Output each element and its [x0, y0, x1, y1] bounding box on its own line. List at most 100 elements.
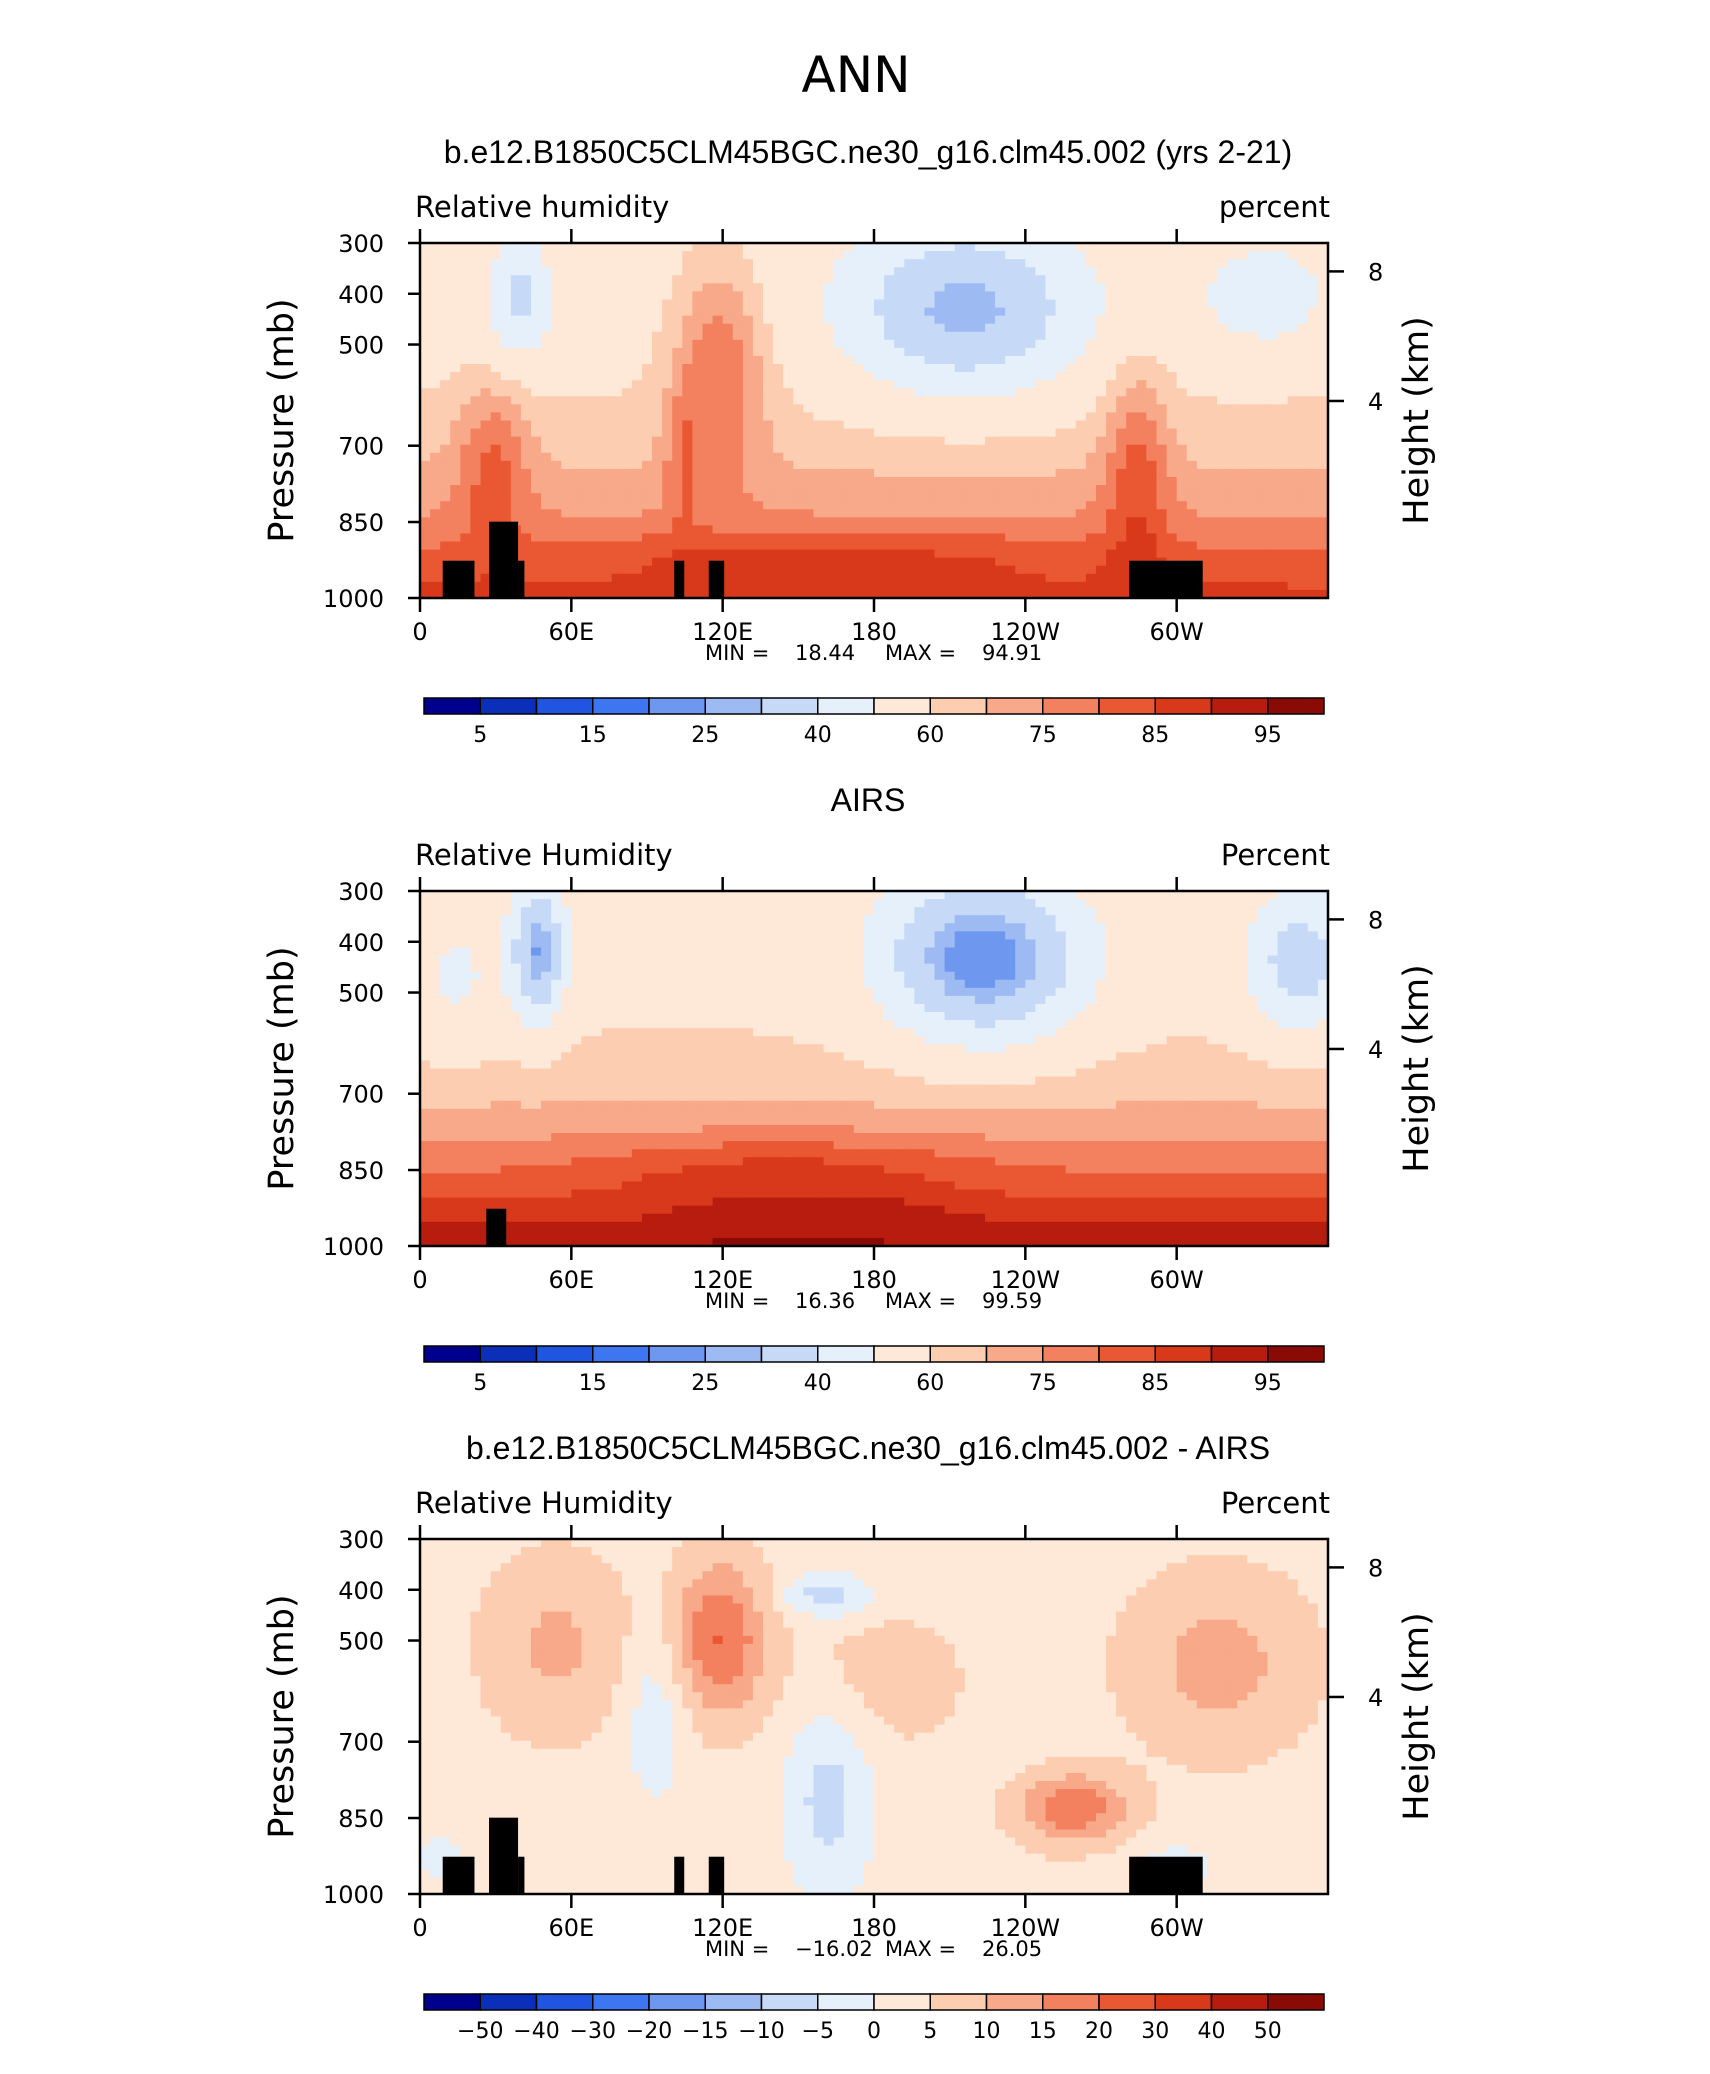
field-cell — [1307, 444, 1319, 454]
field-cell — [510, 907, 522, 916]
field-cell — [450, 501, 461, 510]
field-cell — [601, 931, 613, 941]
field-cell — [450, 396, 461, 405]
field-cell — [702, 476, 714, 486]
field-cell — [752, 283, 764, 293]
field-cell — [490, 331, 502, 341]
field-cell — [1247, 509, 1258, 518]
field-cell — [1156, 307, 1168, 317]
field-cell — [591, 541, 603, 551]
field-cell — [1005, 404, 1016, 414]
field-cell — [1206, 939, 1218, 949]
field-cell — [813, 347, 825, 357]
field-cell — [954, 323, 966, 333]
field-cell — [460, 955, 472, 965]
field-cell — [1035, 355, 1047, 365]
field-cell — [924, 501, 936, 510]
field-cell — [530, 891, 542, 900]
field-cell — [995, 259, 1006, 268]
field-cell — [813, 404, 825, 414]
field-cell — [611, 581, 623, 591]
field-cell — [1055, 899, 1067, 908]
field-cell — [995, 541, 1006, 551]
field-cell — [974, 931, 986, 941]
field-cell — [460, 963, 472, 973]
field-cell — [722, 509, 734, 518]
field-cell — [1045, 923, 1057, 932]
field-cell — [1136, 517, 1147, 526]
field-cell — [833, 412, 845, 422]
field-cell — [1045, 396, 1057, 405]
field-cell — [874, 460, 885, 470]
field-cell — [530, 939, 542, 949]
field-cell — [914, 907, 926, 916]
field-cell — [954, 315, 966, 325]
field-cell — [833, 923, 845, 932]
field-cell — [1035, 444, 1047, 454]
field-cell — [1075, 907, 1087, 916]
field-cell — [722, 388, 734, 397]
field-cell — [702, 412, 714, 422]
field-cell — [1015, 525, 1026, 535]
field-cell — [722, 525, 734, 535]
field-cell — [631, 315, 643, 325]
field-cell — [591, 485, 603, 494]
field-cell — [712, 476, 724, 486]
field-cell — [1065, 307, 1077, 317]
field-cell — [894, 541, 905, 551]
field-cell — [742, 939, 754, 949]
field-cell — [1146, 380, 1158, 389]
field-cell — [1217, 493, 1228, 502]
field-cell — [1227, 565, 1238, 575]
field-cell — [995, 323, 1006, 333]
field-cell — [1267, 501, 1279, 510]
field-cell — [581, 372, 593, 381]
field-cell — [541, 315, 552, 325]
field-cell — [692, 589, 704, 599]
panel-title: AIRS — [831, 782, 906, 818]
field-cell — [470, 355, 482, 365]
field-cell — [1247, 501, 1258, 510]
field-cell — [490, 243, 502, 252]
field-cell — [1085, 388, 1097, 397]
field-cell — [682, 291, 693, 301]
field-cell — [914, 364, 926, 373]
field-cell — [894, 565, 905, 575]
field-cell — [1217, 283, 1228, 293]
field-cell — [551, 299, 562, 309]
field-cell — [1277, 420, 1289, 430]
field-cell — [541, 493, 552, 502]
field-cell — [601, 589, 613, 599]
field-cell — [742, 436, 754, 446]
field-cell — [1257, 923, 1269, 932]
field-cell — [662, 243, 673, 252]
field-cell — [773, 581, 784, 591]
field-cell — [752, 420, 764, 430]
field-cell — [591, 589, 603, 599]
field-cell — [995, 939, 1006, 949]
field-cell — [561, 501, 572, 510]
field-cell — [904, 581, 915, 591]
field-cell — [1005, 372, 1016, 381]
field-cell — [1035, 525, 1047, 535]
field-cell — [1317, 501, 1329, 510]
field-cell — [964, 891, 976, 900]
field-cell — [1317, 923, 1329, 932]
field-cell — [884, 915, 895, 924]
field-cell — [541, 267, 552, 276]
field-cell — [944, 476, 956, 486]
field-cell — [440, 323, 451, 333]
field-cell — [964, 364, 976, 373]
field-cell — [430, 485, 441, 494]
field-cell — [702, 331, 714, 341]
field-cell — [1267, 541, 1279, 551]
field-cell — [1186, 501, 1198, 510]
field-cell — [1307, 939, 1319, 949]
field-cell — [1116, 541, 1127, 551]
field-cell — [1116, 331, 1127, 341]
field-cell — [934, 452, 946, 462]
field-cell — [1065, 963, 1077, 973]
field-cell — [1045, 404, 1057, 414]
field-cell — [490, 899, 502, 908]
field-cell — [1065, 283, 1077, 293]
